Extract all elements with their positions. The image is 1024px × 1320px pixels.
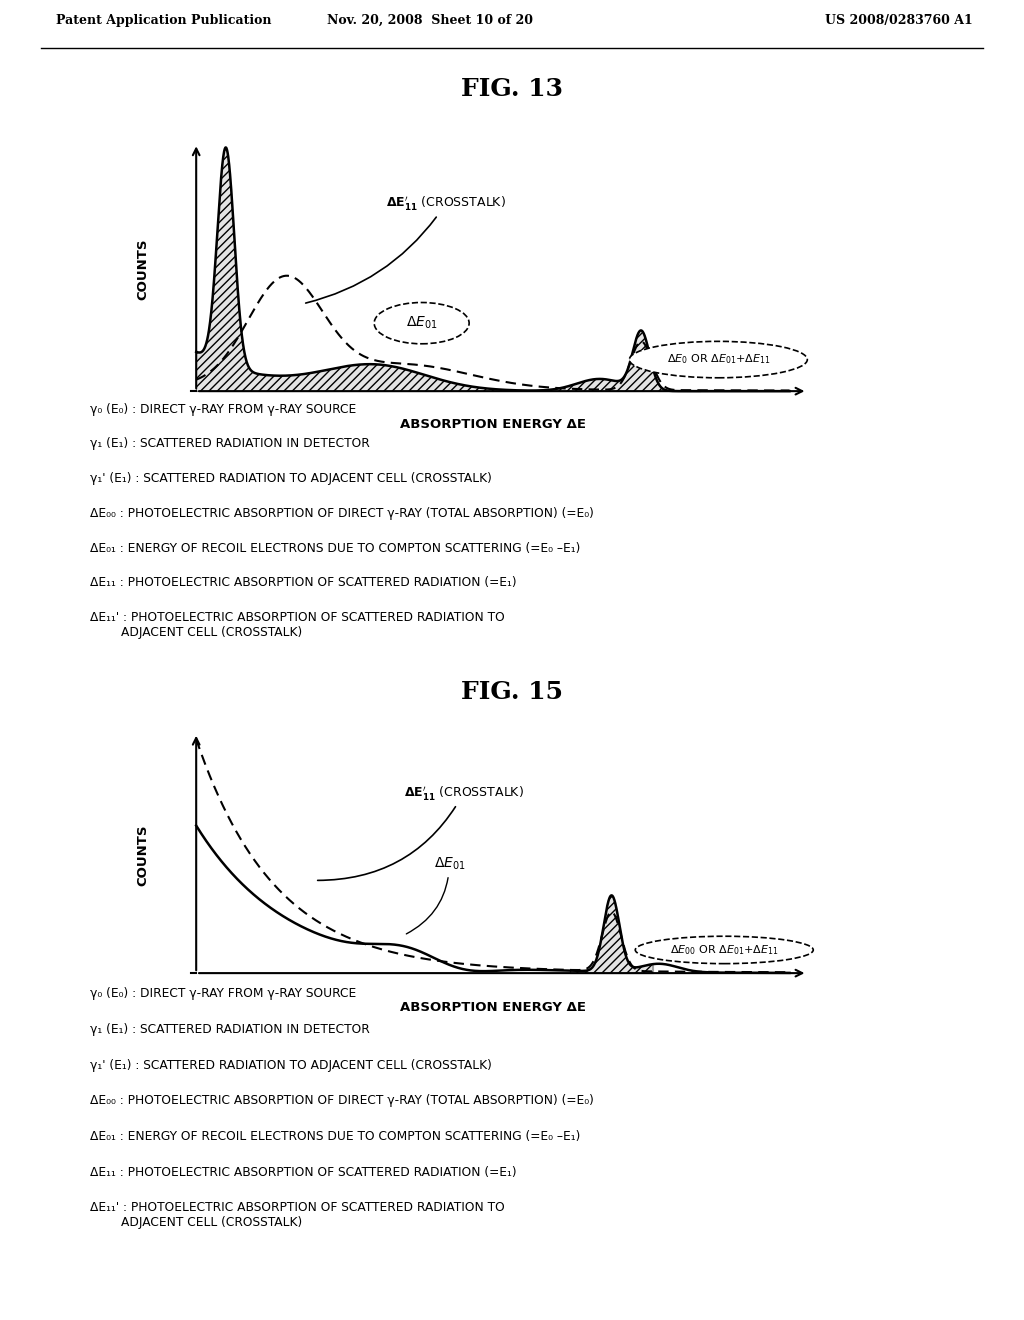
Text: γ₁ (E₁) : SCATTERED RADIATION IN DETECTOR: γ₁ (E₁) : SCATTERED RADIATION IN DETECTO… [90, 1023, 370, 1036]
Text: COUNTS: COUNTS [136, 825, 150, 886]
Text: γ₁' (E₁) : SCATTERED RADIATION TO ADJACENT CELL (CROSSTALK): γ₁' (E₁) : SCATTERED RADIATION TO ADJACE… [90, 473, 492, 484]
Text: COUNTS: COUNTS [136, 239, 150, 301]
Text: $\Delta E_{01}$: $\Delta E_{01}$ [407, 855, 465, 935]
Text: ΔE₁₁' : PHOTOELECTRIC ABSORPTION OF SCATTERED RADIATION TO
        ADJACENT CELL: ΔE₁₁' : PHOTOELECTRIC ABSORPTION OF SCAT… [90, 611, 505, 639]
Text: ΔE₀₁ : ENERGY OF RECOIL ELECTRONS DUE TO COMPTON SCATTERING (=E₀ –E₁): ΔE₀₁ : ENERGY OF RECOIL ELECTRONS DUE TO… [90, 541, 581, 554]
Text: γ₁' (E₁) : SCATTERED RADIATION TO ADJACENT CELL (CROSSTALK): γ₁' (E₁) : SCATTERED RADIATION TO ADJACE… [90, 1059, 492, 1072]
Text: $\mathbf{\Delta E_{11}^{\prime}}$ (CROSSTALK): $\mathbf{\Delta E_{11}^{\prime}}$ (CROSS… [317, 784, 524, 880]
Text: ΔE₀₀ : PHOTOELECTRIC ABSORPTION OF DIRECT γ-RAY (TOTAL ABSORPTION) (=E₀): ΔE₀₀ : PHOTOELECTRIC ABSORPTION OF DIREC… [90, 1094, 594, 1107]
Text: γ₀ (E₀) : DIRECT γ-RAY FROM γ-RAY SOURCE: γ₀ (E₀) : DIRECT γ-RAY FROM γ-RAY SOURCE [90, 987, 356, 1001]
Ellipse shape [374, 302, 469, 343]
Text: FIG. 13: FIG. 13 [461, 77, 563, 102]
Text: ΔE₁₁ : PHOTOELECTRIC ABSORPTION OF SCATTERED RADIATION (=E₁): ΔE₁₁ : PHOTOELECTRIC ABSORPTION OF SCATT… [90, 1166, 517, 1179]
Text: ΔE₁₁ : PHOTOELECTRIC ABSORPTION OF SCATTERED RADIATION (=E₁): ΔE₁₁ : PHOTOELECTRIC ABSORPTION OF SCATT… [90, 577, 517, 589]
Text: γ₁ (E₁) : SCATTERED RADIATION IN DETECTOR: γ₁ (E₁) : SCATTERED RADIATION IN DETECTO… [90, 437, 370, 450]
Text: ΔE₀₀ : PHOTOELECTRIC ABSORPTION OF DIRECT γ-RAY (TOTAL ABSORPTION) (=E₀): ΔE₀₀ : PHOTOELECTRIC ABSORPTION OF DIREC… [90, 507, 594, 520]
Text: ΔE₀₁ : ENERGY OF RECOIL ELECTRONS DUE TO COMPTON SCATTERING (=E₀ –E₁): ΔE₀₁ : ENERGY OF RECOIL ELECTRONS DUE TO… [90, 1130, 581, 1143]
Text: $\Delta E_0$ OR $\Delta E_{01}$+$\Delta E_{11}$: $\Delta E_0$ OR $\Delta E_{01}$+$\Delta … [667, 352, 770, 367]
Text: US 2008/0283760 A1: US 2008/0283760 A1 [825, 13, 973, 26]
Text: ΔE₁₁' : PHOTOELECTRIC ABSORPTION OF SCATTERED RADIATION TO
        ADJACENT CELL: ΔE₁₁' : PHOTOELECTRIC ABSORPTION OF SCAT… [90, 1201, 505, 1229]
Text: $\Delta E_{01}$: $\Delta E_{01}$ [406, 315, 437, 331]
Text: γ₀ (E₀) : DIRECT γ-RAY FROM γ-RAY SOURCE: γ₀ (E₀) : DIRECT γ-RAY FROM γ-RAY SOURCE [90, 403, 356, 416]
Text: ABSORPTION ENERGY ΔE: ABSORPTION ENERGY ΔE [399, 418, 586, 430]
Text: $\Delta E_{00}$ OR $\Delta E_{01}$+$\Delta E_{11}$: $\Delta E_{00}$ OR $\Delta E_{01}$+$\Del… [670, 942, 778, 957]
Text: Patent Application Publication: Patent Application Publication [56, 13, 271, 26]
Text: ABSORPTION ENERGY ΔE: ABSORPTION ENERGY ΔE [399, 1001, 586, 1014]
Text: $\mathbf{\Delta E_{11}^{\prime}}$ (CROSSTALK): $\mathbf{\Delta E_{11}^{\prime}}$ (CROSS… [306, 194, 506, 304]
Text: FIG. 15: FIG. 15 [461, 680, 563, 704]
Ellipse shape [630, 342, 807, 378]
Text: Nov. 20, 2008  Sheet 10 of 20: Nov. 20, 2008 Sheet 10 of 20 [327, 13, 534, 26]
Ellipse shape [635, 936, 813, 964]
